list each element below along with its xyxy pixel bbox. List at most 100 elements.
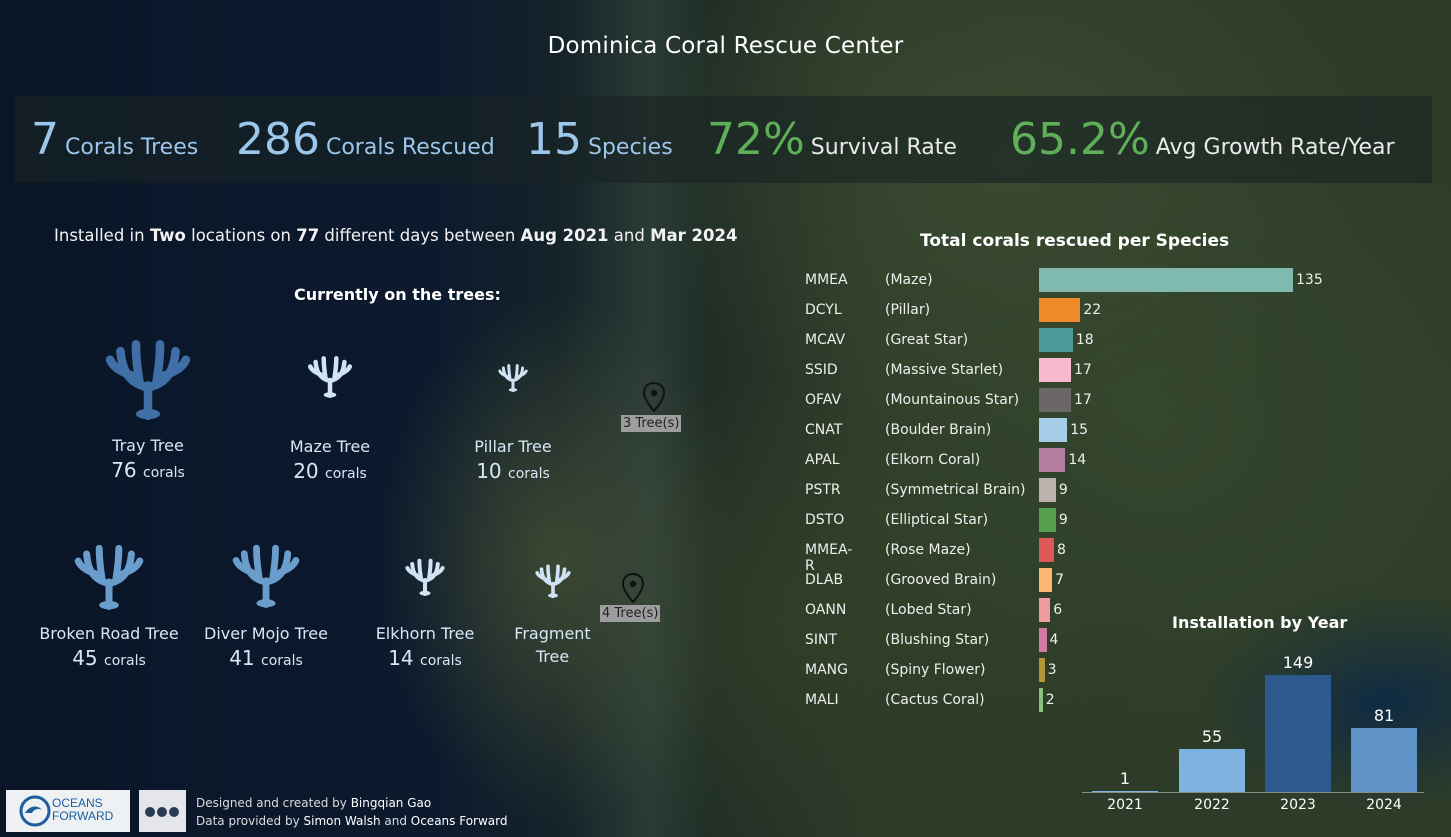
- tree-count: 76 corals: [111, 458, 185, 482]
- species-row[interactable]: CNAT (Boulder Brain) 15: [0, 416, 1088, 446]
- species-row[interactable]: SSID (Massive Starlet) 17: [0, 356, 1092, 386]
- coral-icon: [534, 564, 571, 598]
- design-credit: Designed and created by Bingqian Gao: [196, 796, 432, 810]
- species-bar[interactable]: [1039, 418, 1068, 442]
- species-bar[interactable]: [1039, 628, 1047, 652]
- species-common-name: (Pillar): [885, 302, 931, 318]
- year-tick-label: 2021: [1107, 797, 1143, 813]
- species-value-label: 4: [1049, 632, 1059, 648]
- kpi-label: Corals Trees: [65, 135, 199, 160]
- species-row[interactable]: MALI (Cactus Coral) 2: [0, 686, 1055, 716]
- species-bar[interactable]: [1039, 478, 1056, 502]
- coral-icon: [307, 356, 353, 398]
- year-bar[interactable]: [1179, 748, 1245, 792]
- tree-elkhorn[interactable]: Elkhorn Tree 14 corals: [355, 556, 495, 674]
- species-bar[interactable]: [1039, 538, 1055, 562]
- kpi-value: 72%: [707, 114, 805, 165]
- tree-pillar[interactable]: Pillar Tree 10 corals: [433, 362, 593, 487]
- map-pin-icon[interactable]: [642, 382, 666, 412]
- species-row[interactable]: MMEA-R (Rose Maze) 8: [0, 536, 1066, 574]
- species-bar[interactable]: [1039, 568, 1053, 592]
- year-bar[interactable]: [1351, 728, 1417, 792]
- installation-summary: Installed in Two locations on 77 differe…: [54, 226, 738, 245]
- species-value-label: 17: [1073, 392, 1092, 408]
- species-common-name: (Grooved Brain): [885, 572, 997, 588]
- species-row[interactable]: DCYL (Pillar) 22: [0, 296, 1101, 326]
- tree-tray[interactable]: Tray Tree 76 corals: [60, 334, 236, 486]
- coral-icon: [232, 544, 300, 608]
- tree-name: Diver Mojo Tree: [204, 624, 328, 643]
- species-code-label: OANN: [805, 602, 847, 618]
- species-code-label: APAL: [805, 452, 840, 468]
- map-pin-icon[interactable]: [621, 573, 645, 603]
- species-bar[interactable]: [1039, 268, 1293, 292]
- species-value-label: 9: [1058, 512, 1068, 528]
- kpi-coral-trees: 7 Corals Trees: [31, 114, 198, 165]
- tree-count: 20 corals: [293, 459, 367, 483]
- tree-count: 45 corals: [72, 646, 146, 670]
- species-row[interactable]: OANN (Lobed Star) 6: [0, 596, 1062, 626]
- tree-maze[interactable]: Maze Tree 20 corals: [250, 353, 410, 487]
- species-bar[interactable]: [1039, 358, 1071, 382]
- species-bar[interactable]: [1039, 598, 1051, 622]
- kpi-value: 7: [31, 114, 59, 165]
- species-bar[interactable]: [1039, 328, 1073, 352]
- year-bar[interactable]: [1092, 791, 1158, 792]
- species-bar[interactable]: [1039, 658, 1045, 682]
- species-common-name: (Maze): [885, 272, 933, 288]
- species-code-label: MMEA: [805, 272, 848, 288]
- year-axis-line: [1082, 792, 1424, 793]
- species-bar[interactable]: [1039, 388, 1071, 412]
- species-code-label: MALI: [805, 692, 839, 708]
- species-code-label: MMEA-R: [805, 542, 853, 574]
- kpi-band: [14, 96, 1432, 183]
- kpi-value: 15: [526, 114, 582, 165]
- species-common-name: (Elkorn Coral): [885, 452, 981, 468]
- species-row[interactable]: SINT (Blushing Star) 4: [0, 626, 1058, 656]
- tree-name: Broken Road Tree: [39, 624, 179, 643]
- species-row[interactable]: APAL (Elkorn Coral) 14: [0, 446, 1086, 476]
- species-common-name: (Boulder Brain): [885, 422, 992, 438]
- kpi-label: Species: [588, 135, 673, 160]
- species-code-label: PSTR: [805, 482, 841, 498]
- species-value-label: 18: [1075, 332, 1094, 348]
- species-common-name: (Mountainous Star): [885, 392, 1020, 408]
- species-value-label: 22: [1083, 302, 1102, 318]
- kpi-label: Corals Rescued: [325, 135, 495, 160]
- species-code-label: DLAB: [805, 572, 844, 588]
- marker-label: 4 Tree(s): [600, 605, 661, 622]
- species-row[interactable]: MCAV (Great Star) 18: [0, 326, 1094, 356]
- species-row[interactable]: DSTO (Elliptical Star) 9: [0, 506, 1068, 536]
- kpi-corals-rescued: 286 Corals Rescued: [236, 114, 495, 165]
- species-bar[interactable]: [1039, 508, 1056, 532]
- species-code-label: CNAT: [805, 422, 843, 438]
- species-value-label: 15: [1070, 422, 1089, 438]
- species-bar[interactable]: [1039, 688, 1043, 712]
- year-bar[interactable]: [1265, 675, 1331, 792]
- kpi-value: 286: [236, 114, 320, 165]
- tree-broken-road[interactable]: Broken Road Tree 45 corals: [28, 540, 190, 674]
- year-tick-label: 2022: [1194, 797, 1230, 813]
- logo-text: OCEANS FORWARD: [52, 796, 114, 823]
- species-value-label: 6: [1053, 602, 1063, 618]
- species-row[interactable]: DLAB (Grooved Brain) 7: [0, 566, 1064, 596]
- species-bar[interactable]: [1039, 298, 1081, 322]
- partner-logo: [139, 790, 186, 832]
- species-value-label: 3: [1047, 662, 1057, 678]
- year-value-label: 81: [1373, 706, 1395, 726]
- species-bar[interactable]: [1039, 448, 1066, 472]
- tree-diver-mojo[interactable]: Diver Mojo Tree 41 corals: [192, 540, 340, 674]
- kpi-label: Survival Rate: [810, 135, 957, 160]
- species-row[interactable]: MMEA (Maze) 135: [0, 266, 1323, 296]
- species-value-label: 17: [1073, 362, 1092, 378]
- species-row[interactable]: PSTR (Symmetrical Brain) 9: [0, 476, 1068, 506]
- year-value-label: 55: [1201, 726, 1223, 746]
- tree-fragment[interactable]: Fragment Tree: [505, 562, 600, 668]
- species-row[interactable]: OFAV (Mountainous Star) 17: [0, 386, 1092, 416]
- species-common-name: (Rose Maze): [885, 542, 971, 558]
- partner-logo-icon: [145, 807, 179, 817]
- dashboard-title: Dominica Coral Rescue Center: [547, 33, 904, 59]
- species-value-label: 8: [1057, 542, 1066, 558]
- species-row[interactable]: MANG (Spiny Flower) 3: [0, 656, 1057, 686]
- year-tick-label: 2024: [1366, 797, 1402, 813]
